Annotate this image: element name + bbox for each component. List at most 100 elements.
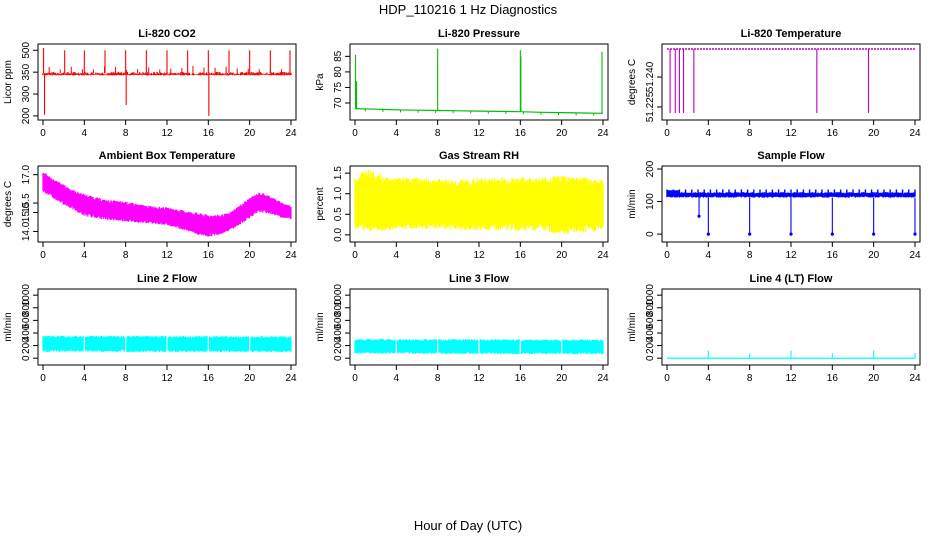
y-tick-label: 400: [21, 324, 32, 341]
y-axis-label: Licor ppm: [3, 60, 14, 104]
x-tick-label: 4: [82, 373, 88, 384]
figure-title: HDP_110216 1 Hz Diagnostics: [378, 2, 558, 17]
x-tick-label: 4: [394, 373, 400, 384]
y-tick-label: 1.5: [333, 166, 344, 180]
x-tick-label: 8: [747, 250, 753, 261]
y-tick-label: 600: [21, 312, 32, 329]
x-tick-label: 8: [435, 128, 441, 139]
x-tick-label: 4: [706, 373, 712, 384]
plot-area: [42, 172, 292, 237]
y-tick-label: 80: [333, 66, 344, 78]
panel-temperature: Li-820 Temperature degrees C 0 4 8 12 16 20 24 51…: [627, 28, 921, 139]
x-tick-label: 4: [82, 250, 88, 261]
x-tick-label: 20: [556, 373, 568, 384]
y-tick-label: 70: [333, 97, 344, 109]
panel-title: Line 3 Flow: [449, 273, 509, 285]
x-tick-label: 16: [515, 128, 527, 139]
x-tick-label: 20: [868, 128, 880, 139]
y-tick-label: 200: [21, 107, 32, 124]
panel-title: Line 4 (LT) Flow: [750, 273, 833, 285]
x-tick-label: 24: [597, 128, 609, 139]
series-dip-point: [872, 232, 876, 236]
x-tick-label: 16: [515, 250, 527, 261]
x-tick-label: 12: [785, 373, 797, 384]
y-tick-label: 200: [333, 337, 344, 354]
series-dip-point: [748, 232, 752, 236]
x-tick-label: 20: [868, 250, 880, 261]
y-tick-label: 300: [21, 85, 32, 102]
x-tick-label: 12: [785, 250, 797, 261]
y-tick-label: 0: [21, 355, 32, 361]
panel-rh: Gas Stream RH percent 0 4 8 12 16 20 24 0.0 0.5 1.0…: [315, 150, 609, 261]
panel-title: Li-820 CO2: [138, 28, 195, 40]
x-tick-label: 12: [785, 128, 797, 139]
y-tick-label: 0: [645, 355, 656, 361]
plot-area: [354, 48, 604, 116]
y-axis-label: ml/min: [315, 312, 326, 341]
panel-title: Li-820 Pressure: [438, 28, 520, 40]
x-tick-label: 24: [285, 250, 297, 261]
x-tick-label: 16: [203, 128, 215, 139]
x-tick-label: 12: [473, 250, 485, 261]
y-tick-label: 75: [333, 81, 344, 93]
plot-frame: [661, 43, 921, 121]
y-tick-label: 15.0: [21, 202, 32, 222]
x-tick-label: 16: [515, 373, 527, 384]
x-tick-label: 4: [82, 128, 88, 139]
y-axis-label: kPa: [315, 73, 326, 91]
x-tick-label: 0: [40, 373, 46, 384]
x-tick-label: 12: [473, 373, 485, 384]
y-tick-label: 51.225: [645, 91, 656, 122]
panel-sample_flow: Sample Flow ml/min 0 4 8 12 16 20 24 0 100 200: [627, 150, 921, 261]
y-tick-label: 1000: [333, 284, 344, 307]
panel-title: Ambient Box Temperature: [99, 150, 236, 162]
x-tick-label: 8: [747, 373, 753, 384]
y-axis-label: ml/min: [627, 189, 638, 218]
x-tick-label: 0: [352, 250, 358, 261]
y-tick-label: 200: [645, 337, 656, 354]
y-tick-label: 0.0: [333, 227, 344, 241]
y-tick-label: 85: [333, 50, 344, 62]
series-dip-point: [789, 232, 793, 236]
series-dip-point: [913, 232, 917, 236]
y-axis-label: degrees C: [627, 59, 638, 105]
x-tick-label: 4: [706, 128, 712, 139]
x-tick-label: 8: [123, 128, 129, 139]
panel-title: Gas Stream RH: [439, 150, 519, 162]
x-tick-label: 4: [394, 128, 400, 139]
plot-area: [667, 48, 915, 113]
x-tick-label: 16: [827, 250, 839, 261]
x-tick-label: 24: [597, 373, 609, 384]
x-tick-label: 0: [40, 128, 46, 139]
panel-title: Li-820 Temperature: [741, 28, 842, 40]
y-tick-label: 100: [645, 193, 656, 210]
x-tick-label: 0: [664, 128, 670, 139]
y-tick-label: 350: [21, 63, 32, 80]
series-line: [354, 108, 604, 114]
plot-area: [42, 48, 292, 116]
x-tick-label: 4: [706, 250, 712, 261]
x-tick-label: 20: [868, 373, 880, 384]
panel-title: Sample Flow: [757, 150, 825, 162]
x-tick-label: 20: [244, 250, 256, 261]
y-axis-label: ml/min: [627, 312, 638, 341]
x-tick-label: 8: [747, 128, 753, 139]
x-tick-label: 0: [352, 128, 358, 139]
series-dip-point: [830, 232, 834, 236]
x-tick-label: 20: [244, 373, 256, 384]
y-tick-label: 800: [333, 299, 344, 316]
x-tick-label: 16: [827, 128, 839, 139]
x-tick-label: 12: [161, 250, 173, 261]
x-tick-label: 20: [556, 128, 568, 139]
y-tick-label: 51.240: [645, 61, 656, 92]
plot-frame: [37, 288, 297, 366]
x-tick-label: 16: [203, 250, 215, 261]
x-tick-label: 24: [597, 250, 609, 261]
y-tick-label: 800: [21, 299, 32, 316]
y-tick-label: 0: [333, 355, 344, 361]
y-tick-label: 600: [645, 312, 656, 329]
x-tick-label: 24: [909, 373, 921, 384]
y-tick-label: 200: [645, 160, 656, 177]
